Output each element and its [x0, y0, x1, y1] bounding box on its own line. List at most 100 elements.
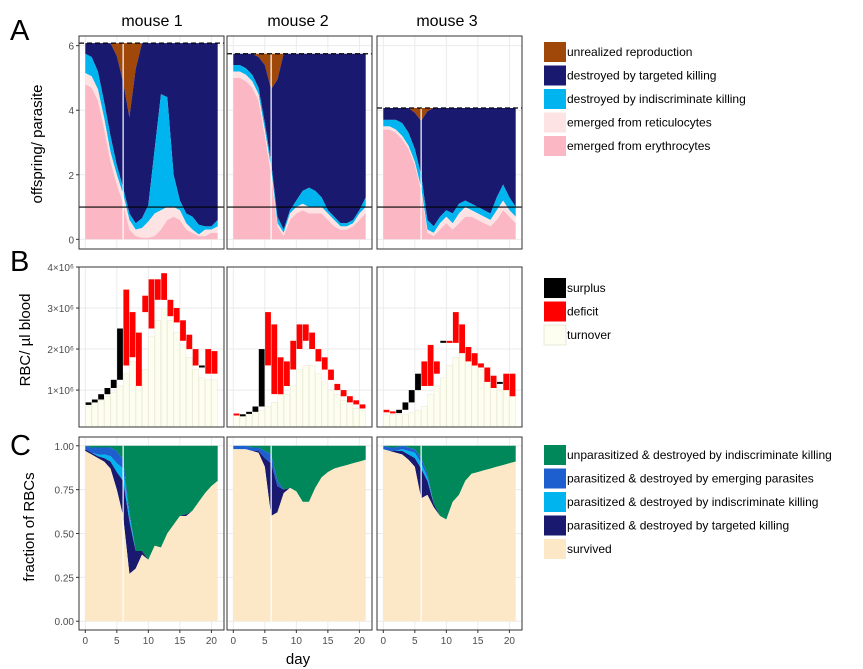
- panel-a-mouse-2-border: [226, 35, 373, 250]
- panel-b-mouse-3-deficit-bar: [452, 312, 459, 343]
- panel-b-mouse-1-surplus-bar: [110, 379, 117, 388]
- panel-a-mouse-2-unrealized-area: [233, 53, 366, 90]
- legend-c-swatch-2: [544, 468, 566, 489]
- panel-c-y-tick-label: 0.25: [55, 573, 75, 584]
- panel-c-x-tick-label: 20: [504, 636, 516, 647]
- legend-b-swatch-2: [544, 301, 566, 322]
- panel-b-mouse-2-turnover-bar: [271, 402, 278, 428]
- panel-c-x-tick-label: 15: [322, 636, 334, 647]
- panel-b-mouse-1-deficit-bar: [161, 273, 167, 300]
- panel-b-mouse-3-turnover-bar: [465, 356, 472, 428]
- panel-b-mouse-2-deficit-bar: [290, 340, 297, 370]
- panel-c-x-tick-label: 10: [143, 636, 155, 647]
- panel-c-mouse-3-border: [376, 436, 523, 631]
- panel-b-mouse-2-turnover-bar: [233, 414, 240, 428]
- panel-b-mouse-3-deficit-bar: [383, 409, 390, 413]
- panel-c-y-tick-label: 0.00: [55, 617, 75, 628]
- panel-c-x-tick-label: 15: [472, 636, 484, 647]
- panel-c-mouse-3-targeted-area: [383, 449, 516, 520]
- panel-b-mouse-1-turnover-bar: [91, 402, 99, 428]
- panel-b-mouse-1-turnover-bar: [179, 344, 187, 428]
- panel-b-mouse-2-turnover-bar: [289, 385, 297, 428]
- legend-b-swatch-1: [544, 278, 566, 298]
- legend-a-label-5: emerged from erythrocytes: [567, 139, 710, 153]
- panel-b-mouse-1-deficit-bar: [129, 312, 136, 358]
- panel-b-mouse-2-deficit-bar: [353, 400, 360, 405]
- panel-b-mouse-3-turnover-bar: [421, 406, 428, 428]
- panel-b-mouse-1-turnover-bar: [160, 307, 168, 428]
- panel-b-mouse-1-turnover-bar: [123, 373, 130, 428]
- panel-b-mouse-2-turnover-bar: [321, 381, 328, 428]
- panel-a-mouse-1-border: [78, 35, 225, 250]
- panel-c-mouse-3-survived-area: [383, 449, 516, 622]
- panel-c-y-tick-label: 1.00: [55, 442, 75, 453]
- legend-a-label-2: destroyed by targeted killing: [567, 69, 716, 83]
- panel-b-mouse-2-turnover-bar: [308, 365, 316, 428]
- panel-b-mouse-2-turnover-bar: [252, 412, 259, 428]
- panel-b-mouse-1-turnover-bar: [129, 361, 136, 428]
- panel-b-mouse-2-turnover-bar: [359, 410, 366, 428]
- panel-b-mouse-3-turnover-bar: [408, 412, 415, 428]
- panel-c-mouse-1-unparasitized-area: [85, 445, 218, 560]
- panel-letter-c: C: [10, 430, 31, 462]
- panel-b-mouse-3-deficit-bar: [503, 373, 510, 391]
- panel-b-mouse-2-turnover-bar: [334, 393, 341, 428]
- panel-a-y-tick-label: 2: [68, 171, 74, 182]
- panel-b-mouse-2-deficit-bar: [359, 404, 366, 409]
- panel-b-mouse-2-deficit-bar: [347, 396, 353, 403]
- panel-b-mouse-1-border: [78, 266, 225, 428]
- panel-b-mouse-3-surplus-bar: [408, 390, 415, 403]
- panel-a-y-tick-label: 6: [68, 42, 74, 53]
- panel-b-mouse-2-turnover-bar: [340, 399, 347, 428]
- panel-c-mouse-3-unparasitized-area: [383, 445, 516, 520]
- panel-a-mouse-1-erythrocytes-area: [85, 84, 218, 240]
- legend-a-label-1: unrealized reproduction: [567, 45, 692, 59]
- legend-a-swatch-1: [544, 42, 566, 62]
- panel-b-mouse-2-deficit-bar: [302, 324, 309, 341]
- panel-b-mouse-1-turnover-bar: [198, 377, 206, 428]
- panel-b-mouse-1-deficit-bar: [136, 332, 142, 386]
- panel-c-x-tick-label: 0: [381, 636, 387, 647]
- panel-a-y-tick-label: 4: [68, 106, 74, 117]
- legend-c-label-5: survived: [567, 542, 612, 556]
- panel-b-mouse-1-deficit-bar: [173, 308, 180, 323]
- panel-a-mouse-1-targeted-area: [85, 43, 218, 227]
- legend-a-label-3: destroyed by indiscriminate killing: [567, 92, 746, 106]
- panel-c-x-tick-label: 15: [174, 636, 186, 647]
- panel-b-mouse-3-surplus-bar: [402, 402, 409, 410]
- panel-letter-b: B: [10, 246, 29, 278]
- panel-b-y-tick-label: 4×10⁶: [47, 263, 74, 274]
- panel-c-y-tick-label: 0.50: [55, 530, 75, 541]
- panel-a-mouse-3-erythrocytes-area: [383, 129, 516, 240]
- panel-b-mouse-3-deficit-bar: [459, 324, 465, 354]
- panel-b-mouse-2-deficit-bar: [328, 369, 334, 380]
- panel-b-mouse-2-surplus-bar: [239, 414, 246, 417]
- panel-b-mouse-3-deficit-bar: [389, 411, 396, 414]
- legend-b-label-3: turnover: [567, 328, 611, 342]
- legend-c-swatch-5: [544, 539, 566, 559]
- panel-b-mouse-3-turnover-bar: [471, 361, 478, 428]
- panel-b-mouse-1-surplus-bar: [85, 402, 92, 405]
- panel-c-x-tick-label: 5: [412, 636, 418, 647]
- panel-b-mouse-2-turnover-bar: [239, 414, 246, 428]
- panel-b-mouse-2-turnover-bar: [315, 373, 322, 428]
- panel-b-mouse-2-turnover-bar: [327, 389, 335, 428]
- panel-a-mouse-2-targeted-area: [233, 53, 366, 230]
- panel-b-mouse-2-border: [226, 266, 373, 428]
- panel-b-mouse-3-surplus-bar: [497, 381, 503, 384]
- panel-a-y-tick-label: 0: [68, 235, 74, 246]
- panel-b-mouse-1-turnover-bar: [211, 379, 218, 428]
- panel-b-mouse-1-deficit-bar: [186, 334, 193, 350]
- legend-c-label-1: unparasitized & destroyed by indiscrimin…: [567, 448, 832, 462]
- panel-b-mouse-2-turnover-bar: [296, 369, 303, 428]
- panel-b-mouse-3-turnover-bar: [458, 352, 466, 428]
- panel-c-x-tick-label: 0: [231, 636, 237, 647]
- legend-a-label-4: emerged from reticulocytes: [567, 116, 712, 130]
- panel-b-mouse-1-deficit-bar: [123, 289, 130, 366]
- panel-c-x-tick-label: 20: [354, 636, 366, 647]
- panel-a-mouse-2-indiscriminate-area: [233, 65, 366, 233]
- panel-a-mouse-2-erythrocytes-area: [233, 78, 366, 240]
- panel-b-mouse-1-surplus-bar: [199, 365, 205, 368]
- panel-b-mouse-3-surplus-bar: [440, 340, 447, 343]
- panel-b-mouse-1-deficit-bar: [167, 299, 174, 317]
